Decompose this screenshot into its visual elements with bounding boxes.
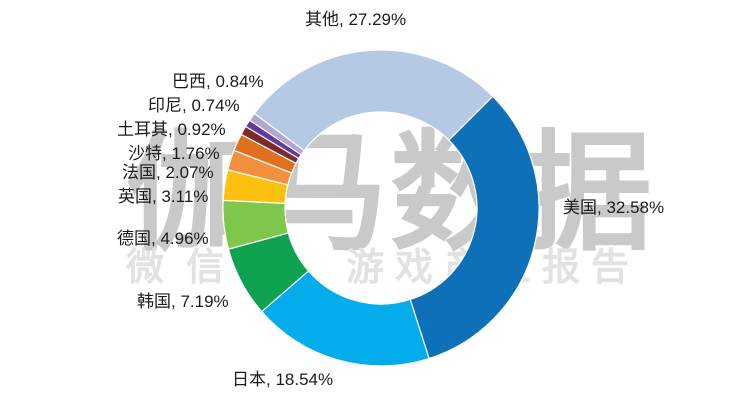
watermark-brand-text: 伽马数据 [126,120,655,266]
pie-slice [409,95,540,360]
pie-slice [253,49,494,152]
